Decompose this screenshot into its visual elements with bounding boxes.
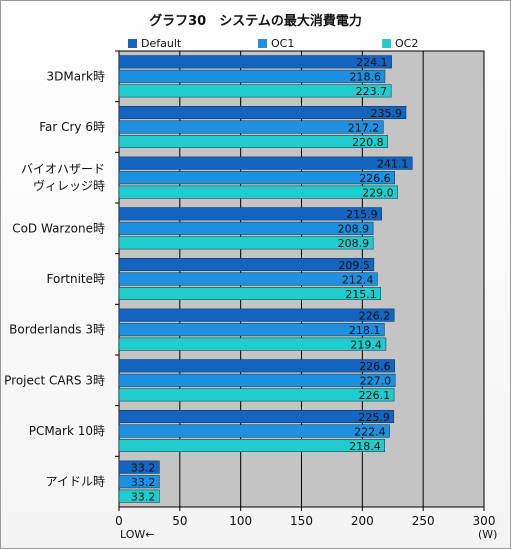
data-label: 220.8	[352, 136, 384, 149]
bar-oc1	[118, 221, 374, 235]
data-label: 219.4	[350, 338, 382, 351]
legend-label-oc1: OC1	[271, 37, 295, 50]
data-label: 218.1	[349, 324, 381, 337]
chart-title: グラフ30 システムの最大消費電力	[149, 14, 362, 29]
data-label: 217.2	[348, 121, 380, 134]
category-label: Far Cry 6時	[39, 120, 105, 134]
bar-oc1	[118, 69, 386, 83]
bar-oc1	[118, 373, 396, 387]
x-tick-label: 0	[115, 514, 123, 528]
legend-label-oc2: OC2	[395, 37, 419, 50]
bar-default	[118, 106, 407, 119]
data-label: 229.0	[362, 186, 394, 199]
data-label: 33.2	[131, 461, 156, 474]
x-tick-label: 250	[412, 514, 435, 528]
data-label: 218.4	[349, 440, 381, 453]
bar-default	[118, 258, 375, 271]
x-tick-label: 200	[351, 514, 374, 528]
legend-swatch-oc1	[258, 39, 267, 48]
data-label: 226.6	[359, 360, 391, 373]
category-label: PCMark 10時	[29, 424, 105, 438]
bar-oc1	[118, 272, 378, 286]
bar-oc2	[118, 135, 388, 148]
bar-oc1	[118, 475, 160, 489]
low-label: LOW←	[120, 528, 155, 541]
bar-oc2	[118, 84, 392, 98]
bar-oc1	[118, 424, 390, 438]
data-label: 223.7	[356, 85, 388, 98]
data-label: 33.2	[131, 476, 156, 489]
unit-label: (W)	[478, 528, 498, 541]
category-label: CoD Warzone時	[12, 221, 105, 235]
data-label: 222.4	[354, 425, 386, 438]
x-tick-label: 150	[290, 514, 313, 528]
data-label: 209.5	[338, 259, 370, 272]
bar-oc1	[118, 120, 384, 134]
bar-default	[118, 460, 160, 474]
data-label: 218.6	[349, 71, 381, 84]
bar-oc1	[118, 323, 385, 337]
bar-default	[118, 207, 382, 221]
x-tick-label: 50	[172, 514, 187, 528]
category-label: Borderlands 3時	[9, 323, 105, 337]
legend-swatch-oc2	[382, 39, 391, 48]
data-label: 226.6	[359, 172, 391, 185]
category-label: Fortnite時	[47, 272, 105, 286]
bar-oc2	[118, 388, 395, 402]
bar-oc2	[118, 185, 398, 199]
bar-default	[118, 55, 392, 69]
bar-oc2	[118, 439, 385, 452]
category-label: ヴィレッジ時	[33, 178, 105, 193]
legend-item-oc2: OC2	[382, 37, 418, 50]
legend-swatch-default	[128, 39, 137, 48]
bar-oc2	[118, 287, 381, 300]
data-label: 208.9	[338, 223, 370, 236]
data-label: 215.9	[346, 208, 378, 221]
data-label: 208.9	[338, 237, 370, 250]
category-label: バイオハザード	[21, 162, 105, 176]
data-label: 225.9	[358, 411, 390, 424]
data-label: 226.1	[359, 389, 391, 402]
legend-label-default: Default	[141, 37, 182, 50]
bar-default	[118, 410, 395, 423]
legend-item-oc1: OC1	[258, 37, 294, 50]
bar-oc2	[118, 236, 374, 250]
category-label: アイドル時	[46, 475, 105, 489]
data-label: 227.0	[360, 375, 392, 388]
bar-oc2	[118, 337, 387, 351]
data-label: 226.2	[359, 309, 391, 322]
bar-oc2	[118, 489, 160, 503]
data-label: 235.9	[371, 107, 403, 120]
bar-default	[118, 359, 395, 373]
data-label: 212.4	[342, 273, 374, 286]
legend-item-default: Default	[128, 37, 181, 50]
data-label: 241.1	[377, 157, 409, 170]
bar-oc1	[118, 171, 395, 185]
x-tick-label: 100	[229, 514, 252, 528]
data-label: 224.1	[356, 56, 388, 69]
category-label: 3DMark時	[47, 69, 105, 83]
bar-default	[118, 156, 413, 170]
x-tick-label: 300	[473, 514, 496, 528]
category-label: Project CARS 3時	[4, 373, 105, 387]
data-label: 33.2	[131, 490, 156, 503]
data-label: 215.1	[345, 288, 377, 301]
bar-default	[118, 308, 395, 322]
